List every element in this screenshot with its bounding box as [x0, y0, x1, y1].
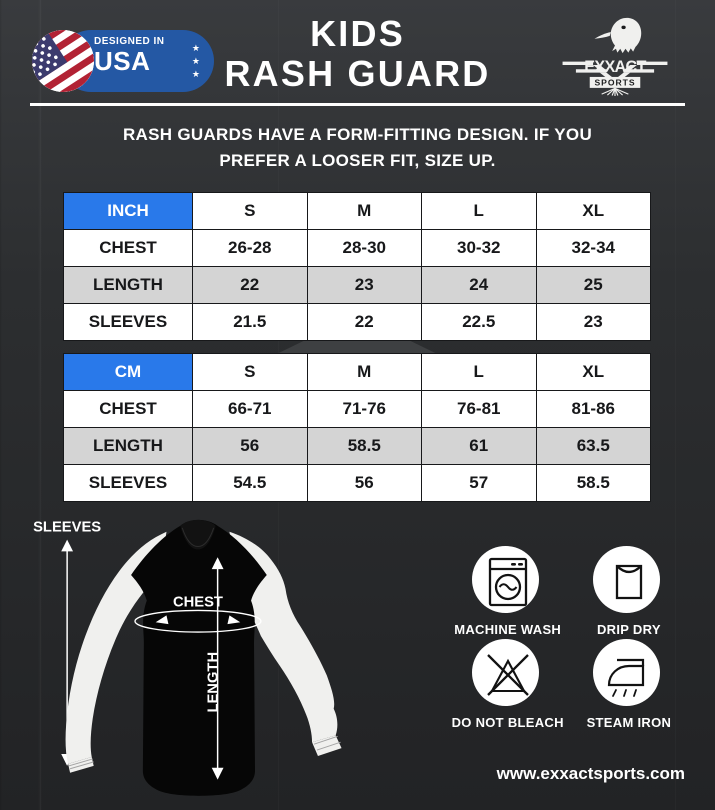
svg-text:LENGTH: LENGTH — [206, 652, 222, 713]
svg-text:SLEEVES: SLEEVES — [33, 520, 101, 536]
svg-text:CHEST: CHEST — [173, 594, 223, 610]
svg-text:EXXACT: EXXACT — [584, 58, 646, 76]
svg-text:SPORTS: SPORTS — [595, 77, 636, 87]
